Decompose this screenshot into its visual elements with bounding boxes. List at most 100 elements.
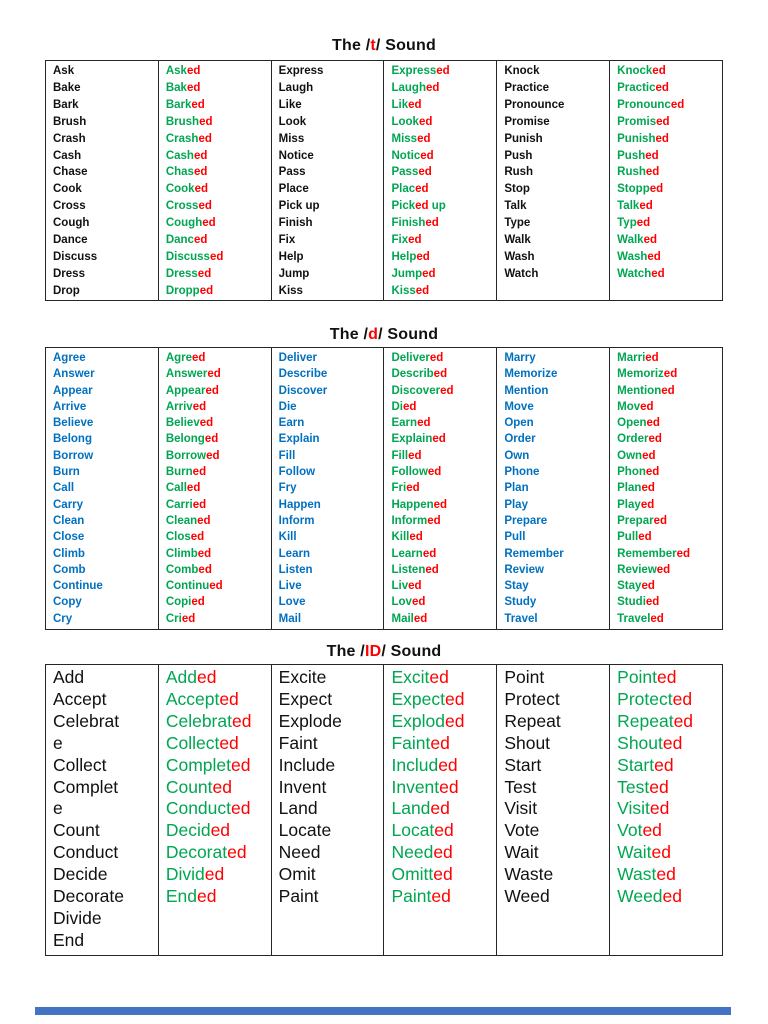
past-ending: ed (212, 776, 232, 797)
past-ending: ed (427, 466, 442, 479)
past-ending: ed (209, 580, 223, 593)
past-ending: ed (415, 200, 429, 213)
past-word: Baked (166, 80, 269, 97)
base-word: Conduct (53, 842, 119, 863)
base-word: Paint (278, 886, 319, 907)
past-word: Accepted (166, 689, 269, 711)
title-prefix: The / (329, 326, 369, 343)
past-word: Painted (391, 886, 494, 908)
past-word: Looked (391, 114, 494, 131)
past-ending: ed (190, 531, 205, 544)
past-stem: Pronounc (617, 98, 671, 111)
base-word: Cash (53, 149, 82, 162)
past-word: Picked up (391, 198, 494, 215)
past-word: Ended (166, 886, 269, 908)
past-stem: Watch (617, 267, 652, 280)
past-ending: ed (206, 449, 220, 462)
base-word: Move (504, 400, 534, 413)
past-word: Memorized (617, 366, 720, 382)
base-word: Kill (278, 531, 297, 544)
past-word: Died (391, 399, 494, 415)
past-word: Rushed (617, 164, 720, 181)
past-ending: ed (406, 482, 420, 495)
past-ending: ed (415, 284, 430, 297)
base-word: Dress (53, 267, 85, 280)
past-word: Jumped (391, 266, 494, 283)
past-ending: ed (670, 98, 685, 111)
past-stem: Stopp (617, 183, 650, 196)
past-word: Typed (617, 215, 720, 232)
base-word: Travel (504, 612, 538, 625)
base-word: Fill (278, 449, 296, 462)
title-prefix: The / (326, 643, 365, 660)
past-word: Followed (391, 464, 494, 480)
past-stem: Arriv (165, 400, 193, 413)
past-stem: Bak (165, 81, 187, 94)
past-stem: Jump (391, 267, 423, 280)
past-stem: Plan (617, 482, 642, 495)
past-ending: ed (439, 776, 459, 797)
past-word: Fainted (391, 733, 494, 755)
past-ending: ed (654, 754, 674, 775)
base-word: Cross (53, 200, 86, 213)
past-word: Laughed (391, 80, 494, 97)
base-word: Promise (504, 115, 550, 128)
past-ending: ed (192, 352, 206, 364)
past-stem: Celebrat (165, 710, 232, 731)
past-stem: Look (391, 115, 419, 128)
past-stem: Explain (391, 433, 433, 446)
past-stem: Kiss (391, 284, 416, 297)
base-word: Clean (53, 514, 85, 527)
past-ending: ed (425, 81, 440, 94)
base-word: Answer (53, 368, 95, 381)
past-word: Located (391, 820, 494, 842)
base-word: Repeat (504, 710, 561, 731)
past-stem: Describ (391, 368, 434, 381)
base-word: Love (278, 596, 306, 609)
base-word: Happen (278, 498, 321, 511)
past-word: Remembered (617, 546, 720, 562)
past-word: Counted (166, 777, 269, 799)
base-word: Like (278, 98, 302, 111)
past-word: Barked (166, 97, 269, 114)
past-stem: Vot (617, 820, 643, 841)
past-word: Voted (617, 820, 720, 842)
past-word: Completed (166, 755, 269, 777)
past-stem: Explod (391, 710, 445, 731)
past-word: Climbed (166, 546, 269, 562)
past-stem: Notic (391, 149, 421, 162)
past-word: Shouted (617, 733, 720, 755)
past-ending: ed (207, 368, 221, 381)
past-word: Mentioned (617, 383, 720, 399)
base-word: Explode (278, 710, 342, 731)
past-ending: ed (402, 400, 417, 413)
past-ending: ed (440, 384, 454, 397)
past-stem: Omitt (391, 864, 434, 885)
base-word: Die (278, 400, 297, 413)
base-word-column: Deliver Describe Discover Die Earn Explain Fil… (270, 348, 384, 629)
past-ending: ed (191, 596, 205, 609)
past-stem: Laugh (391, 81, 426, 94)
base-word-column: Add Accept Celebrat e Collect Complet e Count… (46, 665, 158, 955)
past-word: Ordered (617, 431, 720, 447)
past-ending: ed (413, 612, 428, 625)
base-word: Omit (278, 864, 316, 885)
past-ending: ed (430, 798, 450, 819)
past-word: Opened (617, 415, 720, 431)
past-ending: ed (202, 217, 216, 230)
past-word: Danced (166, 232, 269, 249)
past-word: Needed (391, 842, 494, 864)
past-word: Wasted (617, 864, 720, 886)
past-ending: ed (433, 498, 448, 511)
base-word: Close (53, 531, 85, 544)
base-word: Order (504, 433, 536, 446)
base-word: Earn (278, 417, 305, 430)
past-ending: ed (425, 217, 439, 230)
past-ending: ed (425, 563, 439, 576)
past-ending: ed (661, 384, 675, 397)
past-ending: ed (662, 886, 683, 907)
past-word: Studied (617, 594, 720, 610)
past-stem: Lov (391, 596, 412, 609)
past-ending: ed (408, 449, 422, 462)
title-suffix: / Sound (375, 37, 436, 54)
